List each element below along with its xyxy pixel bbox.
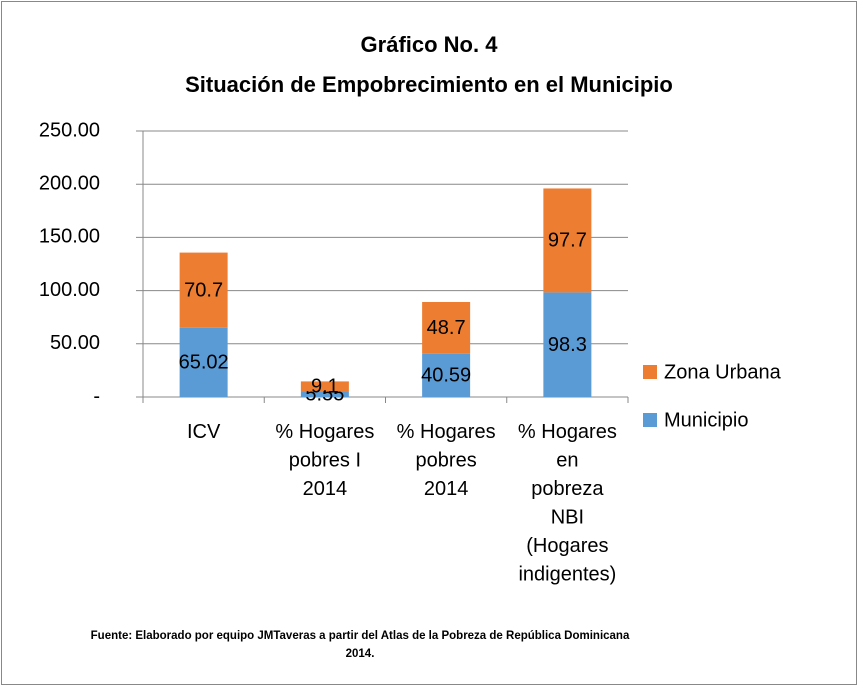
data-label: 40.59	[421, 365, 471, 387]
bar-segment	[543, 188, 592, 293]
bar-segment	[179, 327, 228, 397]
bar-segment	[179, 252, 228, 328]
chart-title: Gráfico No. 4	[361, 32, 499, 57]
y-tick-label: 250.00	[39, 119, 100, 141]
data-label: 9.1	[311, 376, 339, 398]
bar-segment	[300, 381, 349, 392]
y-tick-label: 150.00	[39, 226, 100, 248]
x-tick-label: % Hogares pobres 2014	[397, 421, 496, 500]
x-tick-label: % Hogares en pobreza NBI (Hogares indigentes)	[518, 421, 617, 586]
source-note: Fuente: Elaborado por equipo JMTaveras a…	[91, 630, 630, 642]
legend-label: Zona Urbana	[664, 361, 782, 383]
data-label: 97.7	[548, 230, 587, 252]
y-tick-label: -	[93, 385, 100, 407]
data-label: 70.7	[184, 279, 223, 301]
data-label: 98.3	[548, 334, 587, 356]
bar-segment	[300, 391, 349, 397]
y-tick-label: 200.00	[39, 172, 100, 194]
bar-segment	[422, 301, 471, 354]
legend-swatch	[643, 413, 657, 427]
legend-swatch	[643, 365, 657, 379]
data-label: 65.02	[179, 352, 229, 374]
bar-segment	[422, 353, 471, 397]
x-tick-label: % Hogares pobres I 2014	[275, 421, 374, 500]
legend-label: Municipio	[664, 409, 748, 431]
y-tick-label: 100.00	[39, 279, 100, 301]
chart-subtitle: Situación de Empobrecimiento en el Munic…	[185, 72, 673, 97]
bar-segment	[543, 292, 592, 397]
source-note: 2014.	[346, 648, 375, 660]
x-tick-label: ICV	[187, 421, 221, 443]
y-tick-label: 50.00	[50, 332, 100, 354]
data-label: 48.7	[427, 317, 466, 339]
